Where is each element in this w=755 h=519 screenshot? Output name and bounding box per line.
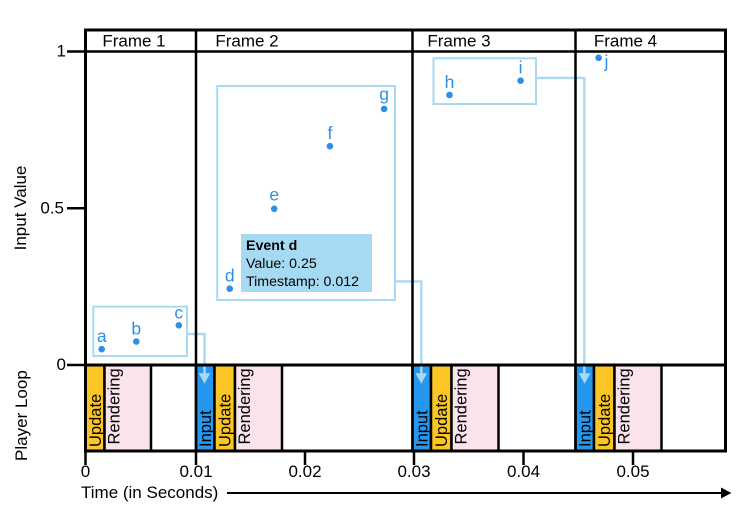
svg-text:Input: Input [197,410,215,447]
svg-text:Update: Update [596,394,614,447]
svg-text:Frame 3: Frame 3 [427,32,490,51]
svg-text:0.01: 0.01 [179,462,212,481]
svg-text:Input: Input [577,410,595,447]
svg-text:0.02: 0.02 [288,462,321,481]
svg-text:Timestamp: 0.012: Timestamp: 0.012 [246,274,359,290]
svg-text:Frame 1: Frame 1 [102,32,165,51]
svg-text:Frame 4: Frame 4 [594,32,657,51]
svg-text:j: j [604,52,609,72]
svg-text:Update: Update [217,394,235,447]
svg-text:Update: Update [87,394,105,447]
svg-text:0: 0 [81,462,90,481]
svg-text:f: f [327,123,332,143]
svg-text:b: b [131,319,141,339]
svg-text:h: h [445,72,455,92]
svg-text:Rendering: Rendering [106,368,124,444]
svg-text:Value: 0.25: Value: 0.25 [246,256,317,272]
svg-text:Rendering: Rendering [236,368,254,444]
svg-text:0.03: 0.03 [397,462,430,481]
svg-text:Rendering: Rendering [453,368,471,444]
svg-text:i: i [519,58,523,78]
svg-text:Input Value: Input Value [11,166,30,251]
svg-text:a: a [97,326,107,346]
svg-text:c: c [174,302,183,322]
svg-text:e: e [269,185,279,205]
svg-text:Rendering: Rendering [616,368,634,444]
svg-text:g: g [379,84,389,104]
svg-text:0.5: 0.5 [40,198,64,217]
svg-text:1: 1 [57,42,66,61]
svg-text:0.04: 0.04 [507,462,540,481]
svg-text:Input: Input [414,410,432,447]
svg-text:Event d: Event d [246,238,297,254]
svg-text:Update: Update [433,394,451,447]
svg-text:Player Loop: Player Loop [12,370,31,461]
svg-text:Frame 2: Frame 2 [215,32,278,51]
svg-text:d: d [225,266,235,286]
svg-text:0.05: 0.05 [616,462,649,481]
svg-text:0: 0 [57,355,66,374]
svg-text:Time (in Seconds): Time (in Seconds) [81,483,218,502]
